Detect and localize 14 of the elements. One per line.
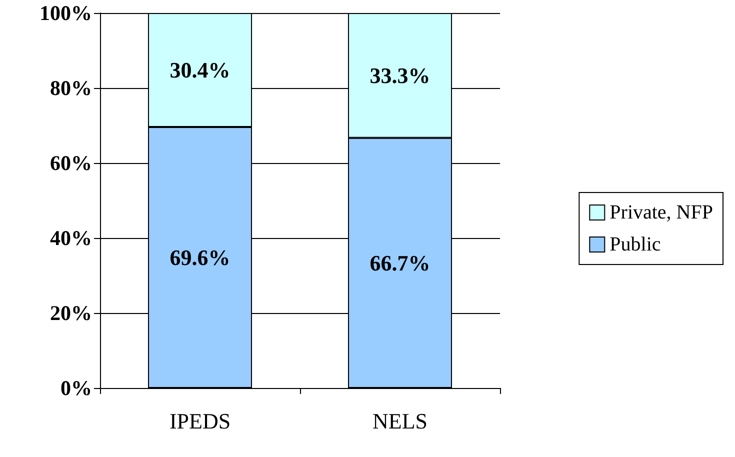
y-tick-label: 80%: [50, 76, 92, 100]
y-tick-label: 20%: [50, 301, 92, 325]
y-tick-label: 100%: [40, 1, 92, 25]
y-tick-label: 40%: [50, 226, 92, 250]
data-label: 66.7%: [370, 250, 430, 276]
x-tick-label: NELS: [372, 408, 428, 434]
y-tick-label: 0%: [60, 376, 92, 400]
y-tick-label: 60%: [50, 151, 92, 175]
x-tick-label: IPEDS: [169, 408, 231, 434]
legend-label: Public: [610, 234, 661, 256]
data-label: 33.3%: [370, 62, 430, 88]
data-label: 69.6%: [170, 245, 230, 270]
legend-label: Private, NFP: [610, 202, 714, 224]
data-label: 30.4%: [170, 58, 230, 82]
